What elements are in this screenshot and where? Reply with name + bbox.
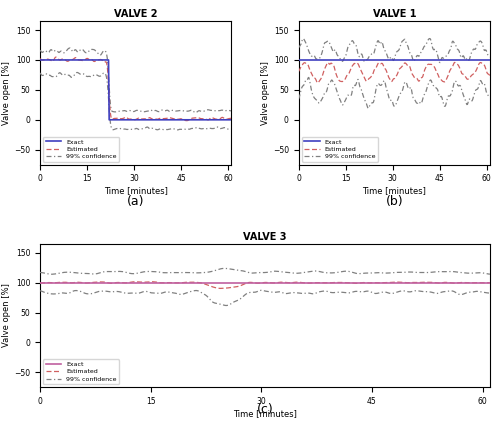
- X-axis label: Time [minutes]: Time [minutes]: [233, 409, 297, 418]
- Text: (c): (c): [256, 403, 274, 416]
- Y-axis label: Valve open [%]: Valve open [%]: [2, 61, 12, 125]
- X-axis label: Time [minutes]: Time [minutes]: [362, 186, 426, 195]
- Title: VALVE 3: VALVE 3: [243, 232, 287, 242]
- Title: VALVE 1: VALVE 1: [372, 9, 416, 19]
- Y-axis label: Valve open [%]: Valve open [%]: [261, 61, 270, 125]
- X-axis label: Time [minutes]: Time [minutes]: [104, 186, 168, 195]
- Title: VALVE 2: VALVE 2: [114, 9, 158, 19]
- Legend: Exact, Estimated, 99% confidence: Exact, Estimated, 99% confidence: [43, 137, 120, 162]
- Legend: Exact, Estimated, 99% confidence: Exact, Estimated, 99% confidence: [302, 137, 378, 162]
- Legend: Exact, Estimated, 99% confidence: Exact, Estimated, 99% confidence: [43, 359, 120, 384]
- Text: (a): (a): [127, 195, 144, 208]
- Y-axis label: Valve open [%]: Valve open [%]: [2, 284, 12, 347]
- Text: (b): (b): [386, 195, 403, 208]
